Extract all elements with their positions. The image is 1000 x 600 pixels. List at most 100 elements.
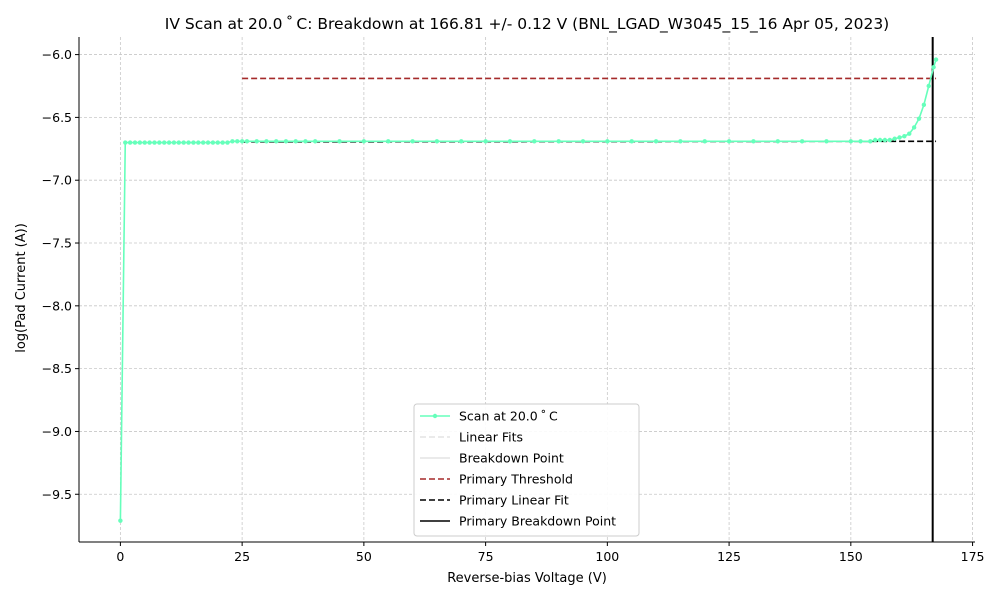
data-point [848, 139, 854, 144]
legend-box [413, 403, 640, 537]
legend-label: Breakdown Point [459, 451, 564, 466]
data-point [264, 139, 269, 144]
data-point [887, 137, 892, 143]
data-point [254, 139, 259, 144]
x-tick-label: 100 [595, 549, 619, 564]
chart-title: IV Scan at 20.0 ˚ C: Breakdown at 166.81… [165, 15, 889, 34]
y-tick-label: −8.0 [42, 298, 72, 313]
x-tick-label: 150 [839, 549, 863, 564]
data-point [434, 139, 440, 144]
y-tick-label: −8.5 [42, 361, 72, 376]
legend: Scan at 20.0 ˚ C Linear Fits Breakdown Poi… [413, 403, 640, 537]
axes [78, 37, 975, 543]
data-point [162, 140, 167, 145]
data-point [507, 139, 513, 144]
data-point [911, 125, 917, 130]
legend-label: Primary Linear Fit [459, 493, 569, 508]
y-tick-label: −6.5 [42, 110, 72, 125]
data-point [196, 140, 201, 145]
data-point [868, 139, 873, 144]
data-point [176, 140, 182, 145]
y-tick-label: −7.0 [42, 173, 72, 188]
x-tick-label: 75 [478, 549, 494, 564]
x-tick-label: 0 [116, 549, 124, 564]
x-tick-label: 125 [717, 549, 741, 564]
data-point [678, 139, 683, 144]
data-point [799, 139, 805, 144]
data-point [892, 136, 897, 141]
data-point [293, 139, 298, 144]
data-point [459, 139, 464, 144]
data-point [775, 139, 780, 144]
data-series [118, 57, 939, 523]
legend-label: Linear Fits [459, 430, 523, 445]
data-point [230, 139, 235, 144]
data-point [244, 139, 250, 144]
data-point [239, 139, 245, 144]
y-tick-label: −6.0 [42, 47, 72, 62]
data-point [483, 139, 488, 144]
data-point [933, 57, 939, 62]
data-point [931, 64, 936, 70]
data-point [882, 137, 888, 143]
data-point [605, 139, 610, 144]
data-point [147, 140, 152, 145]
data-point [337, 139, 342, 144]
data-point [166, 140, 172, 145]
data-point [580, 139, 586, 144]
data-point [361, 139, 367, 144]
data-point [171, 140, 177, 145]
data-point [181, 140, 186, 145]
data-point [907, 131, 912, 136]
y-tick-label: −7.5 [42, 236, 72, 251]
legend-label: Primary Threshold [459, 472, 573, 487]
data-point [386, 139, 391, 144]
data-point [200, 140, 206, 145]
data-point [653, 139, 659, 144]
data-point [123, 140, 128, 145]
data-point [283, 139, 289, 144]
data-point [629, 139, 634, 144]
data-point [220, 140, 225, 145]
data-point [132, 140, 138, 145]
data-point [303, 139, 308, 144]
data-point [926, 83, 931, 89]
data-point [142, 140, 147, 145]
data-point [215, 140, 220, 145]
legend-swatch-marker [432, 413, 438, 419]
x-axis-label: Reverse-bias Voltage (V) [447, 571, 607, 586]
data-point [186, 140, 191, 145]
data-point [877, 137, 883, 143]
y-tick-label: −9.5 [42, 487, 72, 502]
data-point [157, 140, 162, 145]
x-tick-label: 175 [961, 549, 985, 564]
data-point [916, 116, 922, 121]
data-point [225, 140, 230, 145]
data-point [191, 140, 196, 145]
y-axis-label: log(Pad Current (A)) [14, 223, 29, 353]
data-point [127, 140, 133, 145]
data-point [702, 139, 707, 144]
data-point [751, 139, 756, 144]
data-point [902, 134, 907, 139]
data-point [152, 140, 157, 145]
data-point [210, 140, 216, 145]
legend-label: Primary Breakdown Point [459, 514, 616, 529]
data-point [410, 139, 415, 144]
y-tick-label: −9.0 [42, 424, 72, 439]
data-point [205, 140, 211, 145]
data-point [274, 139, 279, 144]
data-point [858, 139, 863, 144]
data-point [921, 102, 927, 108]
data-point [137, 140, 143, 145]
data-point [726, 139, 732, 144]
data-point [312, 139, 318, 144]
data-point [556, 139, 561, 144]
x-tick-label: 50 [356, 549, 372, 564]
x-tick-label: 25 [234, 549, 250, 564]
data-point [824, 139, 829, 144]
data-point [532, 139, 537, 144]
data-point [872, 137, 878, 143]
ticks: 0 25 50 75 100 125 150 175 −9.5 −9.0 −8.5 −8.0 −7.5 −… [42, 47, 985, 564]
